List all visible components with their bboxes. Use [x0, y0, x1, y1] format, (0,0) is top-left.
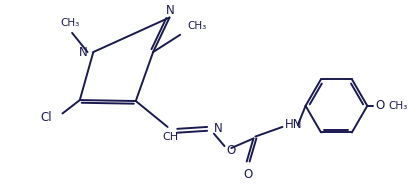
Text: O: O [374, 99, 383, 112]
Text: CH₃: CH₃ [388, 101, 407, 111]
Text: N: N [213, 122, 222, 135]
Text: O: O [243, 168, 252, 181]
Text: Cl: Cl [40, 111, 52, 124]
Text: N: N [166, 3, 175, 17]
Text: CH₃: CH₃ [187, 21, 207, 31]
Text: CH: CH [162, 132, 178, 142]
Text: HN: HN [285, 118, 302, 131]
Text: O: O [226, 144, 235, 158]
Text: CH₃: CH₃ [61, 18, 80, 28]
Text: N: N [79, 46, 87, 59]
